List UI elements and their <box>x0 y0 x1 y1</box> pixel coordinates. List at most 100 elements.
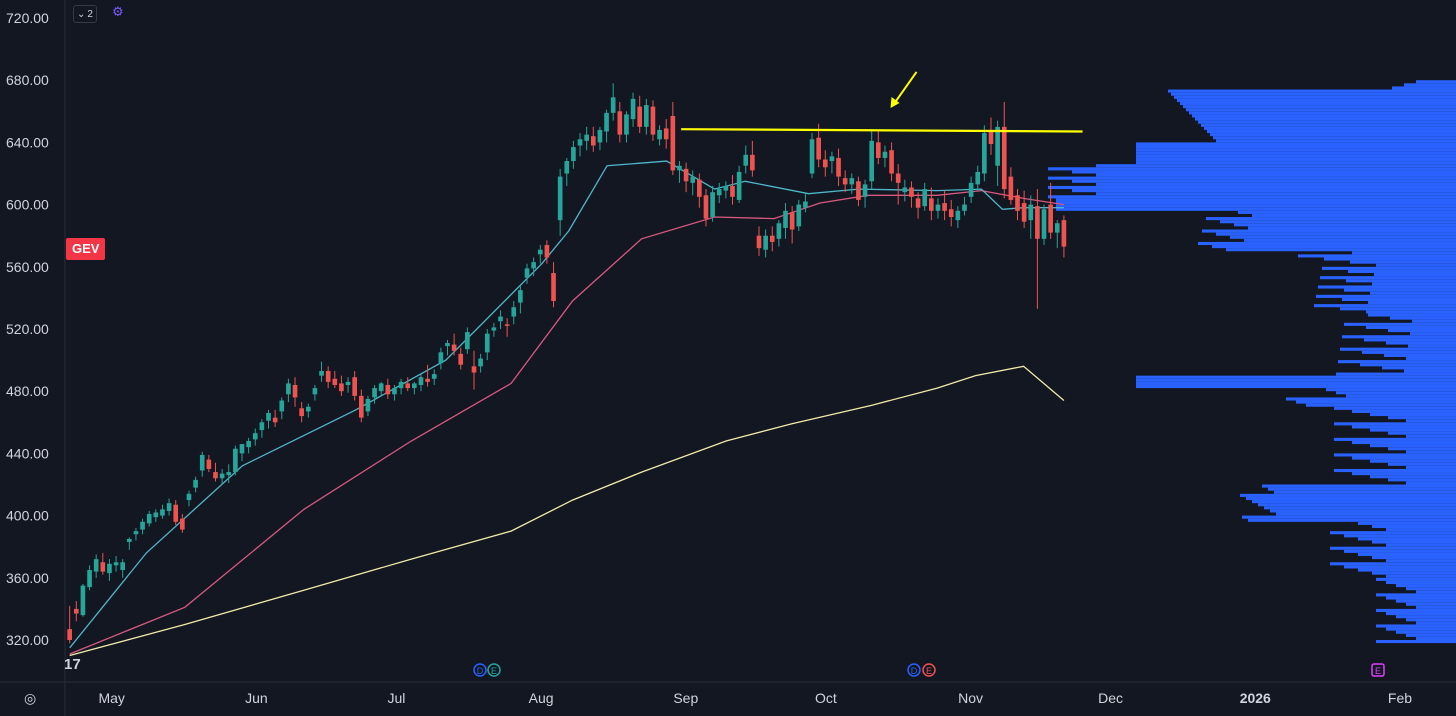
candle <box>988 117 994 155</box>
event-marker-earnings[interactable]: E <box>487 663 501 677</box>
volume-profile-bar <box>1324 257 1456 261</box>
candle <box>319 361 324 382</box>
volume-profile-bar <box>1404 83 1456 87</box>
price-axis[interactable]: 720.00 680.00 640.00 600.00 560.00 520.00 480.… <box>6 10 49 648</box>
ma-slow-line <box>69 365 1065 657</box>
candle <box>345 377 351 393</box>
candle <box>955 206 961 228</box>
candle-body <box>644 105 649 127</box>
annotations <box>681 71 1083 133</box>
candle-body <box>935 204 941 211</box>
candle-body <box>604 112 609 132</box>
candle <box>398 378 404 395</box>
volume-profile-bar <box>1136 148 1456 152</box>
volume-profile-bar <box>1334 453 1456 457</box>
candle-body <box>412 383 417 389</box>
candle-body <box>869 140 875 182</box>
volume-profile-bar <box>1344 288 1456 292</box>
volume-profile-bar <box>1202 229 1456 233</box>
volume-profile-bar <box>1213 136 1456 140</box>
volume-profile-bar <box>1216 232 1456 236</box>
volume-profile-bar <box>1384 353 1456 357</box>
candle-body <box>73 608 79 614</box>
candle <box>67 605 72 644</box>
candle-body <box>272 417 278 423</box>
candle-body <box>146 514 152 524</box>
candle <box>405 377 411 392</box>
volume-profile-bar <box>1136 378 1456 382</box>
symbol-badge[interactable]: GEV <box>66 238 106 260</box>
candle <box>982 125 987 182</box>
candle-body <box>518 290 523 303</box>
tradingview-logo-icon[interactable]: 17 <box>64 656 81 673</box>
candle <box>491 322 497 337</box>
event-marker-dividend[interactable]: D <box>907 663 921 677</box>
candle <box>909 181 914 208</box>
candle <box>140 518 145 535</box>
candle-body <box>929 198 934 211</box>
candle-body <box>975 171 981 185</box>
volume-profile-bar <box>1344 534 1456 538</box>
gear-icon[interactable]: ⚙ <box>112 4 124 19</box>
volume-profile-bar <box>1412 319 1456 323</box>
candle-body <box>597 129 603 143</box>
volume-profile-bar <box>1388 431 1456 435</box>
candle <box>531 257 536 277</box>
candle <box>869 131 875 190</box>
volume-profile-bar <box>1416 590 1456 594</box>
candle-body <box>776 223 782 239</box>
volume-profile-bar <box>1390 316 1456 320</box>
candle-body <box>166 503 172 511</box>
candle-body <box>531 262 536 269</box>
candle-body <box>233 448 238 473</box>
candle-body <box>286 383 291 395</box>
candle-body <box>259 422 265 431</box>
candle-body <box>438 352 444 364</box>
candle <box>650 100 656 141</box>
candle <box>756 226 762 256</box>
event-marker-earnings[interactable]: E <box>1371 663 1385 677</box>
candle <box>657 125 662 146</box>
collapse-indicators-button[interactable]: ⌄ 2 <box>73 5 97 23</box>
candle <box>451 333 457 356</box>
candle <box>915 192 921 219</box>
volume-profile-bar <box>1344 322 1456 326</box>
svg-text:E: E <box>491 666 497 676</box>
volume-profile-bar <box>1406 419 1456 423</box>
candle-body <box>842 178 848 185</box>
candle <box>975 165 981 191</box>
candle <box>418 374 424 392</box>
settings-icon[interactable]: ◎ <box>24 690 37 706</box>
volume-profile-bar <box>1334 422 1456 426</box>
volume-profile-bar <box>1406 618 1456 622</box>
x-tick-label: Jun <box>245 690 268 706</box>
candle <box>219 468 225 485</box>
volume-profile-bar <box>1376 593 1456 597</box>
volume-profile-bar <box>1204 126 1456 130</box>
candle <box>511 301 517 325</box>
candle-body <box>319 370 324 376</box>
candle <box>193 476 198 493</box>
y-tick-label: 400.00 <box>6 508 49 524</box>
candle <box>73 601 79 622</box>
volume-profile-bar <box>1358 552 1456 557</box>
volume-profile-bar <box>1338 360 1456 364</box>
event-marker-dividend[interactable]: D <box>473 663 487 677</box>
volume-profile-bar <box>1406 434 1456 438</box>
candle <box>803 193 808 213</box>
candle <box>849 173 855 194</box>
volume-profile-bar <box>1242 515 1456 519</box>
volume-profile-bar <box>1362 350 1456 354</box>
event-marker-earnings[interactable]: E <box>922 663 936 677</box>
candle-body <box>405 383 411 389</box>
candle-body <box>630 98 636 120</box>
candle-body <box>498 316 503 322</box>
candle <box>637 95 643 134</box>
time-axis[interactable]: May Jun Jul Aug Sep Oct Nov Dec 2026 Feb <box>98 690 1412 706</box>
candle-body <box>87 570 92 588</box>
candle-body <box>736 171 742 200</box>
candle-body <box>385 384 391 395</box>
candle-body <box>650 106 656 135</box>
volume-profile-bar <box>1370 475 1456 479</box>
